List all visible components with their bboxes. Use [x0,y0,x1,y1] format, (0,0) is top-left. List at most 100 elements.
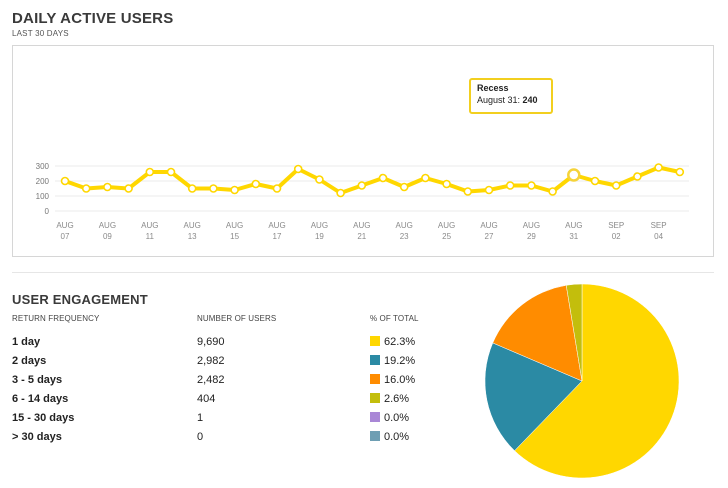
tooltip-title: Recess [477,83,509,93]
data-point[interactable] [293,164,303,174]
y-tick-label: 0 [45,207,50,216]
table-row: 6 - 14 days 404 2.6% [0,393,480,411]
pie-slice[interactable] [514,283,680,479]
x-tick-label: AUG [396,221,413,230]
pie-slice[interactable] [492,285,583,382]
legend-swatch [370,393,380,403]
x-tick-label: AUG [56,221,73,230]
data-point[interactable] [315,175,324,184]
users-cell: 404 [197,393,216,405]
percent-value: 0.0% [384,412,410,424]
data-point[interactable] [272,184,282,193]
data-point[interactable] [124,184,133,193]
percent-value: 2.6% [384,393,410,405]
table-row: 2 days 2,982 19.2% [0,355,480,373]
legend-swatch [370,431,380,441]
users-cell: 2,982 [197,355,225,367]
tooltip-body: August 31: 240 [477,95,545,105]
x-tick-label: 09 [103,232,112,241]
data-point[interactable] [336,188,345,198]
x-tick-label: 21 [357,232,366,241]
line-chart-panel: 0 100 200 300 AUG 07 AUG 09 AUG 11 AUG 13 AUG 15 AUG 1… [12,45,714,257]
highlighted-data-point[interactable] [567,168,581,182]
data-point[interactable] [421,173,430,183]
users-cell: 0 [197,431,204,443]
engagement-pie-chart[interactable] [480,282,684,480]
frequency-cell: > 30 days [12,431,62,443]
users-cell: 9,690 [197,336,225,348]
data-point[interactable] [230,185,239,195]
data-point[interactable] [527,181,536,190]
table-row: 3 - 5 days 2,482 16.0% [0,374,480,392]
frequency-cell: 3 - 5 days [12,374,63,386]
x-tick-label: AUG [480,221,497,230]
data-point[interactable] [187,184,197,193]
data-point[interactable] [357,181,367,190]
x-tick-label: AUG [99,221,116,230]
page-subtitle: LAST 30 DAYS [12,29,69,38]
percent-value: 62.3% [384,336,416,348]
data-point[interactable] [505,181,515,190]
data-point[interactable] [81,184,91,193]
percent-value: 16.0% [384,374,416,386]
col-header-percent: % OF TOTAL [370,314,419,323]
x-tick-label: 19 [315,232,324,241]
table-row: 15 - 30 days 1 0.0% [0,412,480,430]
data-point[interactable] [548,187,557,196]
x-tick-label: AUG [565,221,582,230]
col-header-frequency: RETURN FREQUENCY [12,314,100,323]
data-point[interactable] [611,181,621,190]
x-tick-label: AUG [311,221,328,230]
x-tick-label: 17 [273,232,282,241]
daily-active-users-chart[interactable]: 0 100 200 300 AUG 07 AUG 09 AUG 11 AUG 13 AUG 15 AUG 1… [13,46,715,258]
x-tick-label: AUG [523,221,540,230]
data-point[interactable] [654,163,663,172]
frequency-cell: 2 days [12,355,47,367]
x-tick-label: 27 [485,232,494,241]
x-tick-label: AUG [184,221,201,230]
data-point[interactable] [463,187,473,196]
data-point[interactable] [145,167,155,177]
section-divider [12,272,714,273]
data-point[interactable] [209,184,218,193]
percent-value: 19.2% [384,355,416,367]
data-point[interactable] [675,167,685,177]
data-point[interactable] [166,167,176,177]
data-point[interactable] [251,179,261,189]
x-tick-label: 31 [569,232,578,241]
data-point[interactable] [633,172,642,181]
x-tick-label: SEP [651,221,667,230]
x-tick-label: 11 [146,232,155,241]
legend-swatch [370,355,380,365]
y-tick-label: 300 [36,162,50,171]
x-tick-label: AUG [226,221,243,230]
legend-swatch [370,374,380,384]
data-point[interactable] [60,176,70,186]
engagement-title: USER ENGAGEMENT [12,292,148,307]
pie-slice[interactable] [565,283,583,382]
frequency-cell: 1 day [12,336,41,348]
x-tick-label: 29 [527,232,536,241]
x-tick-label: SEP [608,221,624,230]
x-tick-label: 13 [188,232,197,241]
users-cell: 1 [197,412,204,424]
pie-slice[interactable] [484,342,583,452]
data-point[interactable] [103,182,112,192]
data-point[interactable] [484,185,494,195]
x-tick-label: AUG [353,221,370,230]
y-tick-label: 200 [36,177,50,186]
data-point[interactable] [399,182,409,192]
x-tick-label: AUG [438,221,455,230]
legend-swatch [370,336,380,346]
x-tick-label: 02 [612,232,621,241]
col-header-users: NUMBER OF USERS [197,314,277,323]
data-point[interactable] [590,176,600,186]
data-point[interactable] [378,173,388,183]
percent-cell: 16.0% [370,374,415,386]
percent-cell: 19.2% [370,355,415,367]
data-point[interactable] [442,179,451,189]
y-tick-label: 100 [36,192,50,201]
x-tick-label: 15 [230,232,239,241]
table-row: 1 day 9,690 62.3% [0,336,480,354]
series-line [63,165,682,195]
